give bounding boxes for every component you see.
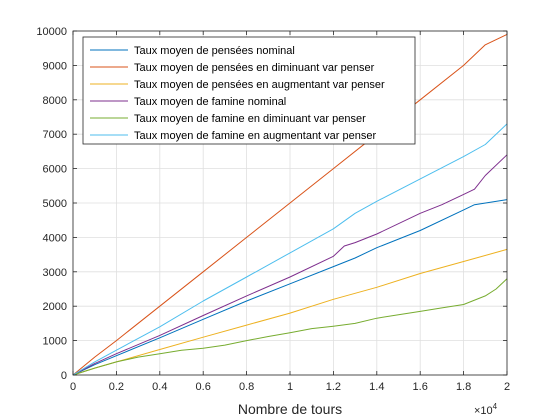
- y-tick-label: 0: [61, 370, 67, 382]
- x-tick-label: 0: [70, 381, 76, 393]
- series-line-6: [72, 123, 508, 376]
- y-tick-label: 5000: [43, 198, 67, 210]
- y-tick-label: 4000: [43, 232, 67, 244]
- series-line-4: [72, 154, 508, 376]
- x-tick-label: 1: [287, 381, 293, 393]
- legend-entry-label: Taux moyen de famine en diminuant var pe…: [134, 113, 366, 125]
- y-tick-label: 8000: [43, 95, 67, 107]
- x-axis-multiplier-exponent: 4: [493, 402, 498, 411]
- x-axis-multiplier-base: ×10: [474, 405, 493, 417]
- x-tick-label: 0.4: [152, 381, 167, 393]
- y-tick-label: 9000: [43, 60, 67, 72]
- x-tick-label: 1.2: [326, 381, 341, 393]
- x-tick-label: 1.6: [413, 381, 428, 393]
- x-tick-label: 0.2: [109, 381, 124, 393]
- x-tick-label: 1.8: [456, 381, 471, 393]
- series-line-2: [72, 33, 508, 376]
- y-tick-label: 2000: [43, 301, 67, 313]
- y-tick-label: 1000: [43, 336, 67, 348]
- series-line-1: [72, 199, 508, 376]
- legend-entry-label: Taux moyen de pensées nominal: [134, 45, 295, 57]
- y-tick-label: 10000: [36, 26, 67, 38]
- x-axis-label: Nombre de tours: [238, 401, 342, 417]
- legend-entry-label: Taux moyen de pensées en augmentant var …: [134, 79, 385, 91]
- legend-box: [82, 36, 416, 145]
- y-tick-label: 6000: [43, 164, 67, 176]
- legend-entry-label: Taux moyen de famine nominal: [134, 96, 286, 108]
- x-tick-label: 0.8: [239, 381, 254, 393]
- y-tick-label: 7000: [43, 129, 67, 141]
- series-lines: [72, 33, 508, 376]
- x-axis-multiplier: ×104: [474, 402, 498, 417]
- legend-entry-label: Taux moyen de pensées en diminuant var p…: [134, 62, 375, 74]
- legend: Taux moyen de pensées nominal Taux moyen …: [82, 36, 416, 145]
- x-tick-label: 1.4: [369, 381, 384, 393]
- x-axis-tick-labels: 0 0.2 0.4 0.6 0.8 1 1.2 1.4 1.6 1.8 2: [70, 381, 510, 393]
- axis-ticks: [72, 30, 508, 376]
- y-axis-tick-labels: 0 1000 2000 3000 4000 5000 6000 7000 8000 9000 100…: [36, 26, 67, 382]
- legend-entry-label: Taux moyen de famine en augmentant var p…: [134, 130, 376, 142]
- x-tick-label: 2: [504, 381, 510, 393]
- series-line-5: [72, 278, 508, 376]
- x-tick-label: 0.6: [196, 381, 211, 393]
- y-tick-label: 3000: [43, 267, 67, 279]
